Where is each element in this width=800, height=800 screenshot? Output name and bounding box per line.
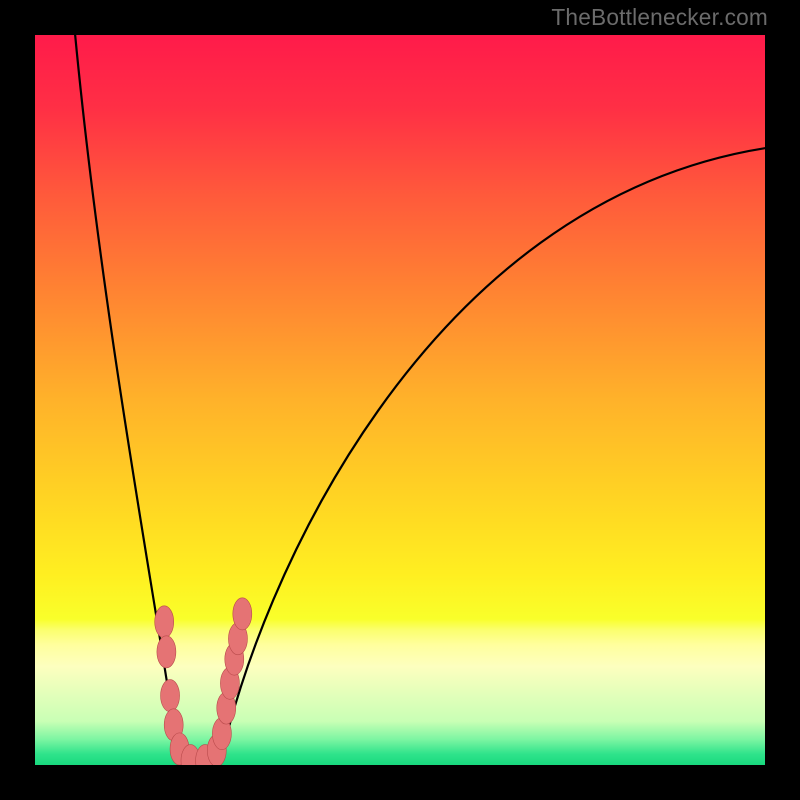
- bottleneck-chart-canvas: [35, 35, 765, 765]
- watermark-text: TheBottlenecker.com: [551, 4, 768, 31]
- chart-stage: TheBottlenecker.com: [0, 0, 800, 800]
